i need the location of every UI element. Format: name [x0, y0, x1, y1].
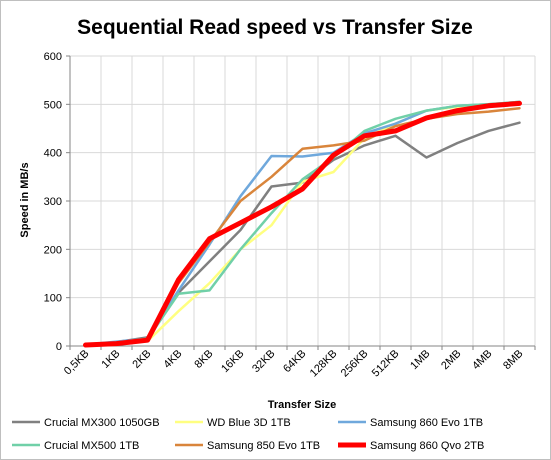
y-tick-label: 500 [44, 99, 62, 111]
x-tick-label: 4KB [161, 348, 184, 371]
x-tick-label: 256KB [339, 348, 371, 380]
x-tick-label: 2KB [130, 348, 153, 371]
x-tick-label: 0,5KB [62, 348, 92, 378]
series-line [84, 100, 521, 347]
legend-label: Samsung 860 Evo 1TB [370, 417, 483, 429]
legend-label: Crucial MX500 1TB [44, 440, 139, 452]
series-line [84, 100, 521, 346]
x-tick-label: 1MB [408, 348, 432, 372]
x-tick-label: 2MB [439, 348, 463, 372]
legend-label: WD Blue 3D 1TB [207, 417, 291, 429]
legend-label: Samsung 850 Evo 1TB [207, 440, 320, 452]
y-tick-label: 300 [44, 196, 62, 208]
x-tick-label: 1KB [99, 348, 122, 371]
y-tick-label: 600 [44, 51, 62, 63]
x-tick-label: 32KB [250, 348, 278, 376]
chart-title: Sequential Read speed vs Transfer Size [77, 16, 473, 39]
series-lines [83, 100, 522, 348]
x-axis-ticks: 0,5KB 1KB 2KB 4KB 8KB 16KB 32KB 64KB 128KB 256KB 5… [62, 346, 536, 380]
y-axis-ticks: 0 100 200 300 400 500 600 [44, 51, 70, 353]
x-tick-label: 8KB [192, 348, 215, 371]
x-tick-label: 8MB [501, 348, 525, 372]
y-tick-label: 0 [56, 341, 62, 353]
x-tick-label: 512KB [370, 348, 402, 380]
x-tick-label: 16KB [219, 348, 247, 376]
series-line [83, 100, 522, 348]
legend-label: Samsung 860 Qvo 2TB [370, 440, 484, 452]
y-tick-label: 100 [44, 293, 62, 305]
y-tick-label: 400 [44, 148, 62, 160]
x-axis-title: Transfer Size [268, 399, 336, 411]
series-line [84, 100, 521, 347]
x-tick-label: 4MB [470, 348, 494, 372]
legend: Crucial MX300 1050GB WD Blue 3D 1TB Samsun… [12, 417, 484, 452]
x-tick-label: 128KB [308, 348, 340, 380]
y-axis-title: Speed in MB/s [19, 162, 31, 237]
legend-label: Crucial MX300 1050GB [44, 417, 160, 429]
y-tick-label: 200 [44, 244, 62, 256]
grid [69, 55, 536, 347]
x-tick-label: 64KB [281, 348, 309, 376]
